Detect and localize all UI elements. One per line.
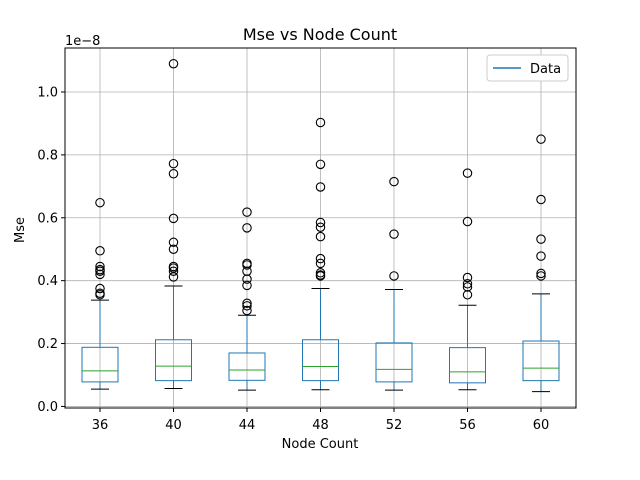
- outlier-point: [168, 237, 179, 248]
- outlier-point: [462, 282, 473, 292]
- box-iqr: [228, 352, 266, 381]
- outlier-point: [168, 169, 179, 179]
- outlier-point: [315, 182, 326, 192]
- chart-title: Mse vs Node Count: [243, 25, 397, 44]
- outlier-point: [462, 168, 473, 178]
- outlier-point: [389, 176, 399, 187]
- outlier-point: [462, 216, 473, 227]
- outlier-point: [168, 244, 179, 254]
- x-tick-label: 60: [533, 418, 550, 433]
- box-iqr: [302, 339, 339, 382]
- outlier-point: [242, 298, 252, 309]
- outlier-point: [315, 117, 326, 128]
- outlier-point: [95, 197, 105, 208]
- outlier-point: [315, 268, 326, 278]
- outlier-point: [315, 231, 326, 242]
- outlier-point: [536, 271, 546, 281]
- outlier-point: [536, 134, 546, 144]
- outlier-point: [389, 229, 399, 239]
- axes: 0.0 0.2 0.4 0.6 0.8 1.0 36 40 44 48 52 56 60: [37, 47, 577, 433]
- outlier-point: [168, 213, 179, 224]
- box-iqr: [375, 342, 413, 383]
- x-tick-label: 52: [386, 418, 403, 433]
- x-tick-label: 48: [312, 418, 329, 433]
- y-tick-label: 0.2: [37, 337, 58, 352]
- y-axis-label: Mse: [13, 217, 28, 243]
- legend-frame: [486, 54, 569, 82]
- y-offset-label: 1e−8: [65, 34, 100, 49]
- outlier-point: [242, 301, 252, 311]
- y-tick-label: 0.4: [37, 274, 58, 289]
- legend: Data: [486, 54, 569, 82]
- outlier-point: [242, 258, 252, 269]
- box-iqr: [155, 339, 192, 382]
- y-tick-label: 1.0: [37, 86, 58, 101]
- boxes: [81, 58, 560, 393]
- outlier-point: [536, 234, 546, 244]
- box-iqr: [81, 346, 119, 383]
- y-tick-label: 0.6: [37, 211, 58, 226]
- outlier-point: [315, 159, 326, 170]
- outlier-point: [315, 222, 326, 232]
- outlier-point: [242, 305, 252, 316]
- legend-entry: Data: [530, 62, 561, 77]
- outlier-point: [536, 268, 546, 279]
- x-tick-label: 36: [92, 418, 109, 433]
- y-tick-label: 0.0: [37, 400, 58, 415]
- x-tick-label: 40: [165, 418, 182, 433]
- outlier-point: [95, 264, 105, 275]
- outlier-point: [168, 261, 179, 272]
- outlier-point: [95, 288, 105, 298]
- outlier-point: [315, 258, 326, 269]
- x-axis-label: Node Count: [282, 437, 359, 452]
- outlier-point: [462, 279, 473, 289]
- box-iqr: [522, 340, 560, 382]
- outlier-point: [95, 283, 105, 294]
- outlier-point: [168, 158, 179, 169]
- box-iqr: [449, 347, 486, 384]
- outlier-point: [95, 261, 105, 272]
- outlier-point: [242, 280, 252, 291]
- outlier-point: [242, 223, 252, 233]
- outlier-point: [242, 207, 252, 217]
- x-tick-label: 56: [459, 418, 476, 433]
- outlier-point: [168, 58, 179, 69]
- y-tick-label: 0.8: [37, 148, 58, 163]
- outlier-point: [168, 266, 179, 276]
- outlier-point: [536, 194, 546, 205]
- outlier-point: [389, 271, 399, 281]
- outlier-point: [536, 251, 546, 261]
- outlier-point: [95, 246, 105, 256]
- outlier-point: [315, 253, 326, 264]
- x-tick-label: 44: [239, 418, 256, 433]
- outlier-point: [462, 272, 473, 283]
- outlier-point: [315, 217, 326, 228]
